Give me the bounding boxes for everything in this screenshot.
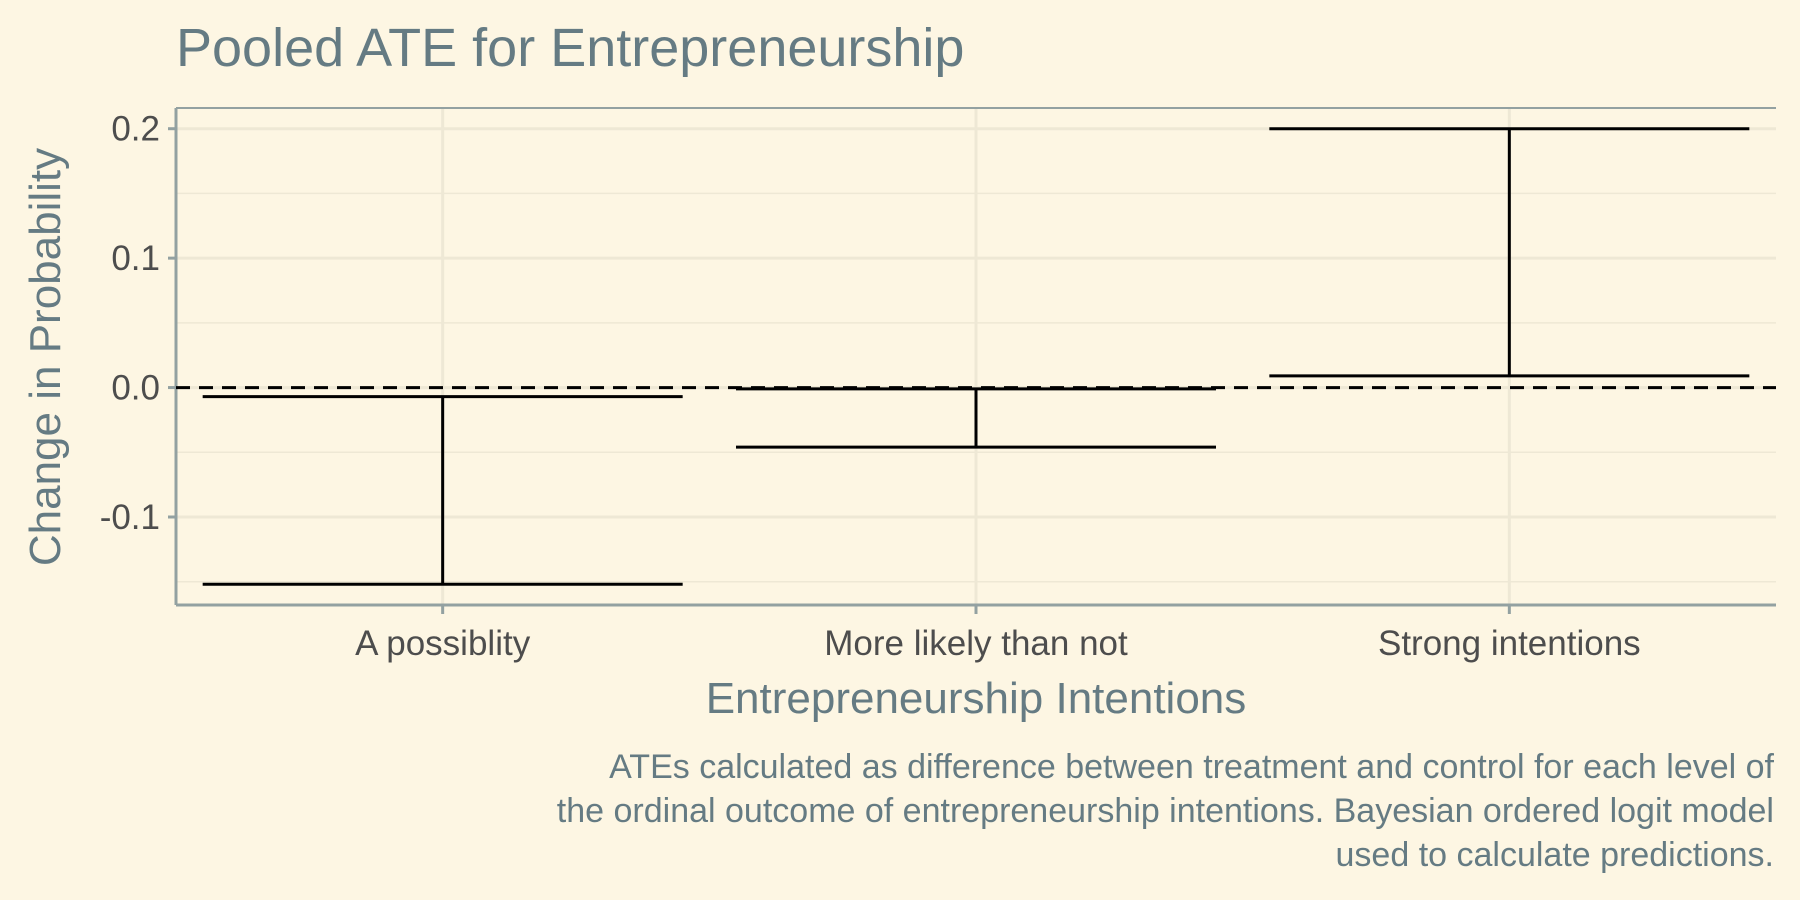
chart-title: Pooled ATE for Entrepreneurship	[176, 18, 964, 78]
x-tick-label: More likely than not	[824, 624, 1128, 663]
x-tick-label: A possiblity	[355, 624, 531, 663]
y-tick-label: -0.1	[100, 498, 160, 537]
caption-line-2: the ordinal outcome of entrepreneurship …	[557, 792, 1774, 830]
errorbar	[1269, 127, 1750, 378]
x-axis-title: Entrepreneurship Intentions	[706, 674, 1247, 723]
y-axis-title: Change in Probability	[21, 148, 70, 566]
y-ticks: -0.1 0.0 0.1 0.2	[100, 110, 176, 537]
x-ticks: A possiblity More likely than not Strong i…	[355, 605, 1641, 663]
errorbars	[202, 127, 1750, 586]
caption-line-3: used to calculate predictions.	[1336, 836, 1774, 874]
errorbar	[736, 387, 1216, 449]
y-tick-label: 0.0	[111, 369, 160, 408]
y-tick-label: 0.2	[111, 110, 160, 149]
y-tick-label: 0.1	[111, 239, 160, 278]
x-tick-label: Strong intentions	[1378, 624, 1641, 663]
caption-line-1: ATEs calculated as difference between tr…	[609, 748, 1774, 786]
errorbar	[202, 395, 683, 586]
